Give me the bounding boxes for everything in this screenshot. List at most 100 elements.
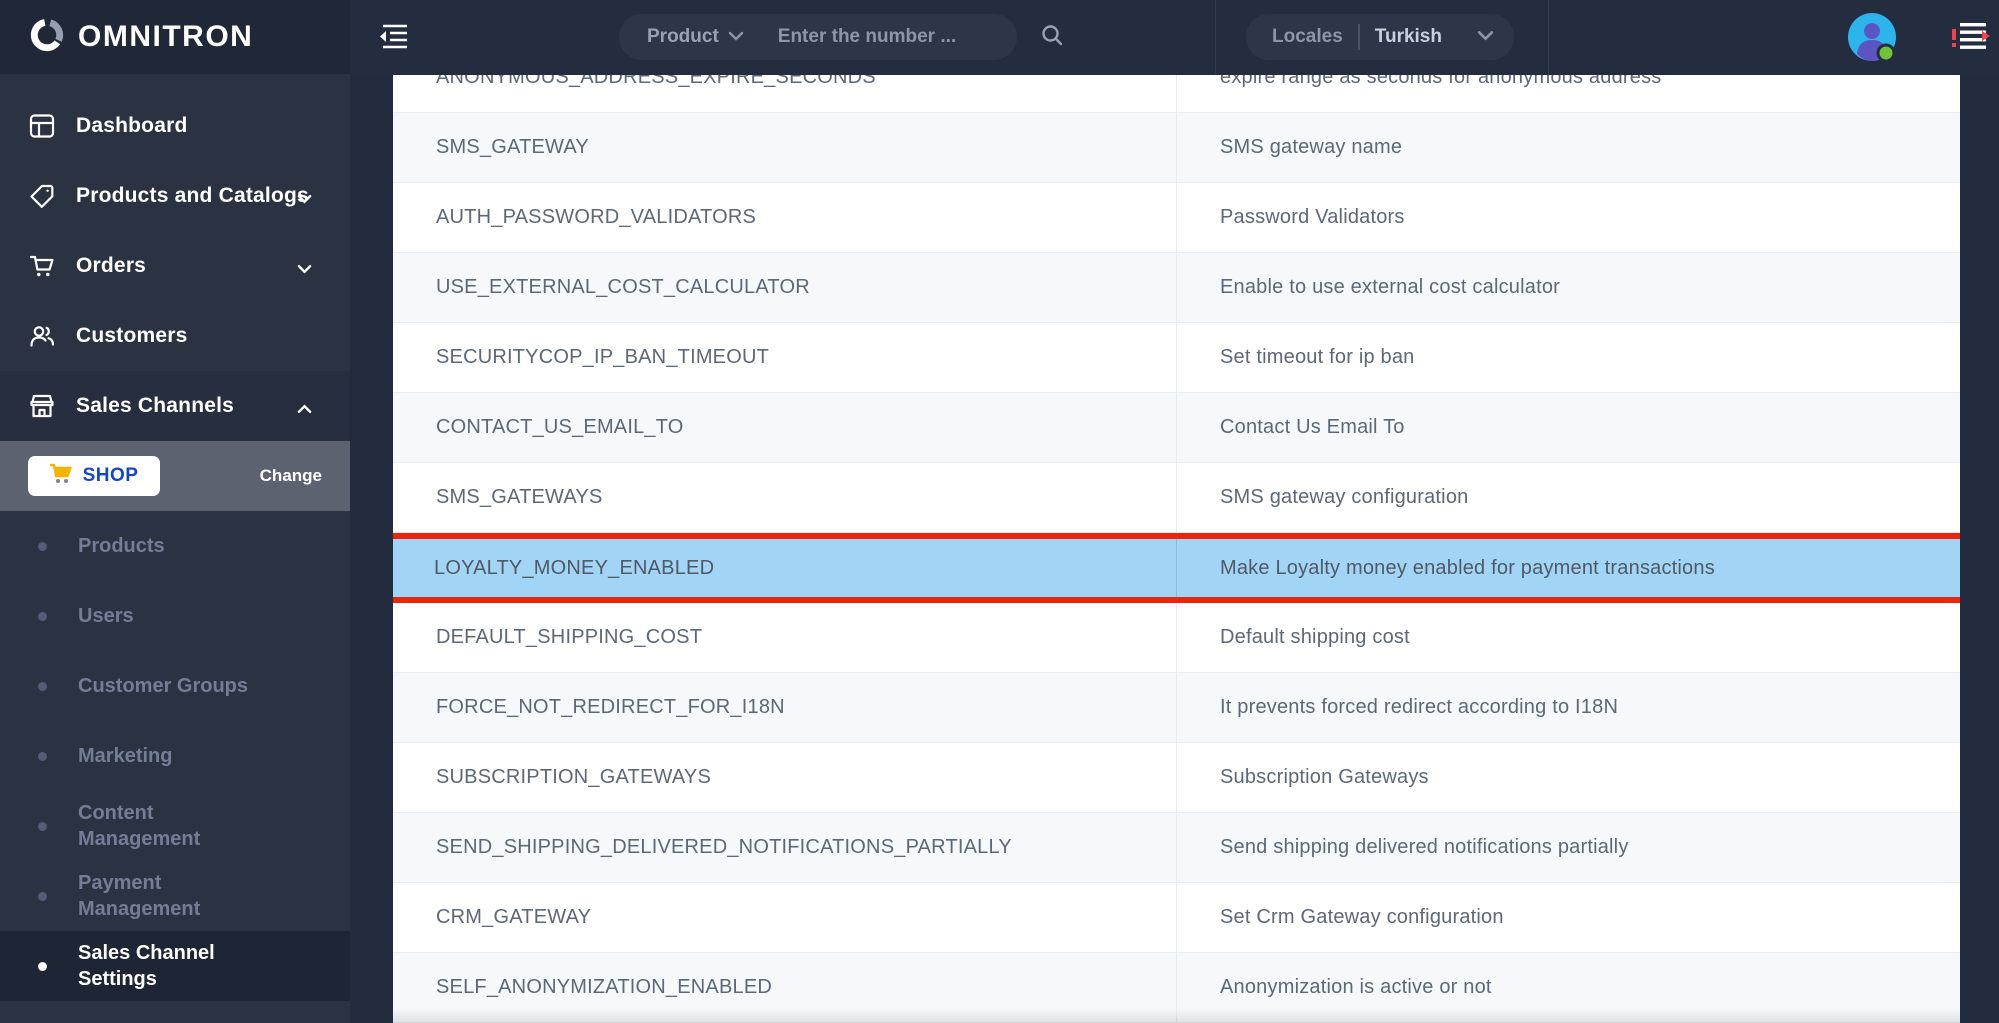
- setting-key: FORCE_NOT_REDIRECT_FOR_I18N: [436, 696, 785, 718]
- setting-key-cell: ANONYMOUS_ADDRESS_EXPIRE_SECONDS: [393, 75, 1177, 112]
- table-row[interactable]: SMS_GATEWAY SMS gateway name: [393, 113, 1960, 183]
- setting-description-cell: Subscription Gateways: [1177, 743, 1960, 812]
- sidebar-nav: Dashboard Products and Catalogs: [0, 74, 350, 441]
- chevron-down-icon[interactable]: [297, 261, 312, 279]
- sidebar-item-users[interactable]: Users: [0, 581, 350, 651]
- table-row[interactable]: FORCE_NOT_REDIRECT_FOR_I18N It prevents …: [393, 673, 1960, 743]
- setting-key-cell: SUBSCRIPTION_GATEWAYS: [393, 743, 1177, 812]
- sidebar-item-sales-channels[interactable]: Sales Channels: [0, 371, 350, 441]
- locale-current-value: Turkish: [1374, 26, 1442, 47]
- search-icon[interactable]: [1040, 23, 1064, 52]
- cart-icon: [28, 252, 56, 280]
- bullet-icon: [38, 962, 47, 971]
- sidebar-subitem-label: Marketing: [78, 745, 173, 767]
- activity-log-icon[interactable]: [1951, 22, 1991, 52]
- search-input[interactable]: [777, 26, 1040, 48]
- setting-description: Password Validators: [1220, 206, 1405, 228]
- table-row[interactable]: CRM_GATEWAY Set Crm Gateway configuratio…: [393, 883, 1960, 953]
- setting-key: DEFAULT_SHIPPING_COST: [436, 626, 703, 648]
- setting-key: SMS_GATEWAYS: [436, 486, 603, 508]
- table-row[interactable]: USE_EXTERNAL_COST_CALCULATOR Enable to u…: [393, 253, 1960, 323]
- table-row[interactable]: ANONYMOUS_ADDRESS_EXPIRE_SECONDS expire …: [393, 75, 1960, 113]
- sidebar-item-label: Customers: [76, 324, 188, 347]
- search-category-dropdown[interactable]: Product: [647, 26, 719, 47]
- setting-key-cell: CRM_GATEWAY: [393, 883, 1177, 952]
- bullet-icon: [38, 682, 47, 691]
- sidebar-item-customers[interactable]: Customers: [0, 301, 350, 371]
- sidebar-item-label: Orders: [76, 254, 147, 277]
- table-row[interactable]: SUBSCRIPTION_GATEWAYS Subscription Gatew…: [393, 743, 1960, 813]
- table-row[interactable]: SEND_SHIPPING_DELIVERED_NOTIFICATIONS_PA…: [393, 813, 1960, 883]
- shop-channel-name: SHOP: [82, 465, 139, 486]
- setting-key: LOYALTY_MONEY_ENABLED: [434, 556, 715, 579]
- sidebar-item-label: Products and Catalogs: [76, 184, 309, 207]
- sidebar-subitem-label: Sales Channel Settings: [78, 942, 215, 990]
- sidebar-item-label: Sales Channels: [76, 394, 235, 417]
- settings-table-body: ANONYMOUS_ADDRESS_EXPIRE_SECONDS expire …: [393, 75, 1960, 1023]
- table-row[interactable]: DEFAULT_SHIPPING_COST Default shipping c…: [393, 603, 1960, 673]
- setting-description-cell: SMS gateway configuration: [1177, 463, 1960, 532]
- change-channel-button[interactable]: Change: [259, 466, 322, 485]
- setting-description: Enable to use external cost calculator: [1220, 276, 1561, 298]
- bullet-icon: [38, 752, 47, 761]
- setting-description-cell: Password Validators: [1177, 183, 1960, 252]
- bullet-icon: [38, 542, 47, 551]
- table-row[interactable]: SECURITYCOP_IP_BAN_TIMEOUT Set timeout f…: [393, 323, 1960, 393]
- chevron-down-icon[interactable]: [297, 191, 312, 209]
- header-divider: [1215, 0, 1216, 74]
- sidebar-collapse-icon[interactable]: [377, 22, 409, 52]
- bullet-icon: [38, 822, 47, 831]
- sidebar: Dashboard Products and Catalogs: [0, 74, 350, 1023]
- chevron-down-icon[interactable]: [1477, 28, 1494, 46]
- table-row[interactable]: CONTACT_US_EMAIL_TO Contact Us Email To: [393, 393, 1960, 463]
- setting-key-cell: SMS_GATEWAYS: [393, 463, 1177, 532]
- locales-label: Locales: [1272, 26, 1343, 47]
- sidebar-item-content-management[interactable]: Content Management: [0, 791, 350, 861]
- setting-key: SUBSCRIPTION_GATEWAYS: [436, 766, 711, 788]
- setting-key: ANONYMOUS_ADDRESS_EXPIRE_SECONDS: [436, 75, 876, 88]
- settings-table: ANONYMOUS_ADDRESS_EXPIRE_SECONDS expire …: [393, 75, 1960, 1023]
- setting-description: SMS gateway configuration: [1220, 486, 1469, 508]
- brand-name: OMNITRON: [78, 20, 254, 53]
- sidebar-subitem-label: Users: [78, 605, 134, 627]
- table-row[interactable]: SMS_GATEWAYS SMS gateway configuration: [393, 463, 1960, 533]
- active-sales-channel-band: SHOP Change: [0, 441, 350, 511]
- setting-description: Set Crm Gateway configuration: [1220, 906, 1504, 928]
- bullet-icon: [38, 612, 47, 621]
- setting-description-cell: Default shipping cost: [1177, 603, 1960, 672]
- setting-description: expire range as seconds for anonymous ad…: [1220, 75, 1662, 88]
- table-row[interactable]: AUTH_PASSWORD_VALIDATORS Password Valida…: [393, 183, 1960, 253]
- setting-key-cell: USE_EXTERNAL_COST_CALCULATOR: [393, 253, 1177, 322]
- sidebar-item-sales-channel-settings[interactable]: Sales Channel Settings: [0, 931, 350, 1001]
- bullet-icon: [38, 892, 47, 901]
- users-icon: [28, 322, 56, 350]
- header-divider: [1548, 0, 1549, 74]
- brand-logo[interactable]: OMNITRON: [0, 0, 350, 74]
- sidebar-item-marketing[interactable]: Marketing: [0, 721, 350, 791]
- sidebar-item-products[interactable]: Products: [0, 511, 350, 581]
- sidebar-item-customer-groups[interactable]: Customer Groups: [0, 651, 350, 721]
- setting-key-cell: SMS_GATEWAY: [393, 113, 1177, 182]
- table-row[interactable]: SELF_ANONYMIZATION_ENABLED Anonymization…: [393, 953, 1960, 1023]
- setting-key-cell: SELF_ANONYMIZATION_ENABLED: [393, 953, 1177, 1022]
- setting-key: SEND_SHIPPING_DELIVERED_NOTIFICATIONS_PA…: [436, 836, 1012, 858]
- user-avatar[interactable]: [1846, 11, 1898, 63]
- setting-description: Make Loyalty money enabled for payment t…: [1220, 556, 1715, 579]
- sidebar-item-orders[interactable]: Orders: [0, 231, 350, 301]
- setting-key: CONTACT_US_EMAIL_TO: [436, 416, 684, 438]
- chevron-up-icon[interactable]: [297, 401, 312, 419]
- sidebar-item-payment-management[interactable]: Payment Management: [0, 861, 350, 931]
- setting-description-cell: Send shipping delivered notifications pa…: [1177, 813, 1960, 882]
- sidebar-item-products-and-catalogs[interactable]: Products and Catalogs: [0, 161, 350, 231]
- setting-key-cell: SECURITYCOP_IP_BAN_TIMEOUT: [393, 323, 1177, 392]
- locales-selector[interactable]: Locales Turkish: [1246, 14, 1514, 60]
- setting-description-cell: expire range as seconds for anonymous ad…: [1177, 75, 1960, 112]
- storefront-icon: [28, 392, 56, 420]
- sidebar-item-dashboard[interactable]: Dashboard: [0, 91, 350, 161]
- table-row[interactable]: LOYALTY_MONEY_ENABLED Make Loyalty money…: [393, 533, 1960, 603]
- setting-description: It prevents forced redirect according to…: [1220, 696, 1619, 718]
- shop-channel-badge[interactable]: SHOP: [28, 456, 160, 496]
- setting-key: AUTH_PASSWORD_VALIDATORS: [436, 206, 757, 228]
- chevron-down-icon[interactable]: [728, 28, 744, 46]
